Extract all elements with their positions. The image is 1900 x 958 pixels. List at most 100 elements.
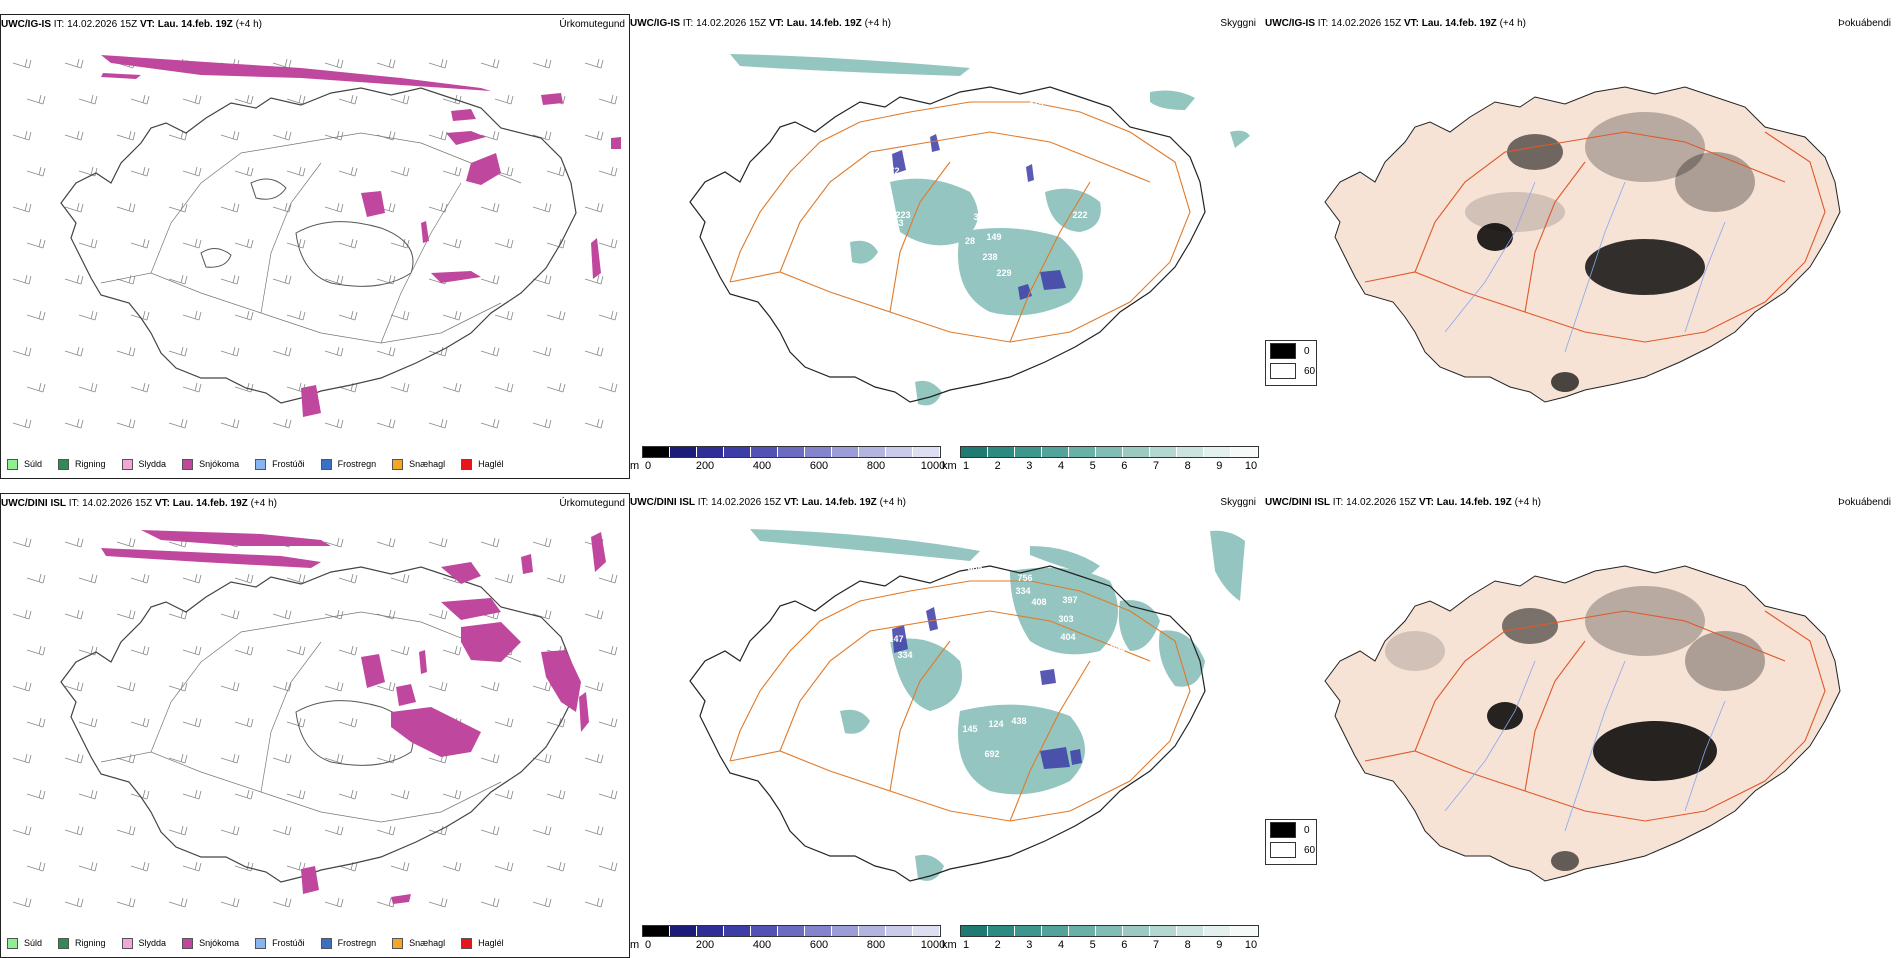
- fog-shading: [1385, 586, 1765, 871]
- snow-areas: [101, 530, 606, 904]
- colorbar-tick: 600: [809, 460, 829, 472]
- vt-value: Lau. 14.feb. 19Z: [157, 19, 233, 30]
- wind-barb: [64, 346, 84, 357]
- colorbar-tick: 5: [1089, 460, 1096, 472]
- colorbar-segment: [1177, 447, 1204, 457]
- wind-barb: [338, 166, 358, 177]
- colorbar-tick: 2: [994, 939, 1001, 951]
- panel-header: UWC/IG-IS IT: 14.02.2026 15Z VT: Lau. 14…: [630, 18, 1260, 34]
- model-name: UWC/IG-IS: [1, 19, 51, 30]
- wind-barb: [116, 681, 136, 692]
- fog-legend: 0 60: [1265, 340, 1317, 386]
- colorbar-tick: 6: [1121, 939, 1128, 951]
- it-value: 14.02.2026 15Z: [696, 18, 767, 29]
- fog-panel-2: UWC/DINI ISL IT: 14.02.2026 15Z VT: Lau.…: [1265, 493, 1895, 958]
- wind-barb: [546, 861, 566, 872]
- wind-barb: [116, 274, 136, 285]
- wind-barb: [220, 418, 240, 429]
- fog-map: [1324, 565, 1841, 882]
- wind-barb: [428, 897, 448, 908]
- wind-barb: [130, 238, 150, 249]
- legend-swatch: [121, 937, 133, 949]
- wind-barb: [390, 789, 410, 800]
- wind-barb: [64, 202, 84, 213]
- wind-barb: [64, 418, 84, 429]
- wind-barb: [78, 645, 98, 656]
- wind-barb: [598, 166, 618, 177]
- station-value-label: 415: [1028, 99, 1043, 109]
- legend-item: Snæhagl: [392, 935, 445, 951]
- wind-barb: [12, 130, 32, 141]
- wind-barb: [220, 753, 240, 764]
- wind-barb: [428, 418, 448, 429]
- legend-label: Slydda: [138, 938, 167, 948]
- legend-item: Slydda: [121, 456, 166, 472]
- wind-barb: [428, 346, 448, 357]
- wind-barb: [168, 202, 188, 213]
- wind-barb: [428, 130, 448, 141]
- legend-swatch: [7, 458, 18, 470]
- colorbar-segment: [805, 926, 832, 936]
- wind-barb: [272, 202, 292, 213]
- station-value-label: 305: [973, 212, 988, 222]
- station-value-label: 147: [888, 634, 903, 644]
- station-value-label: 436: [1056, 152, 1071, 162]
- vis-unit: km: [942, 460, 957, 472]
- wind-barb: [234, 789, 254, 800]
- cloud-panel-1: UWC/IG-IS IT: 14.02.2026 15Z VT: Lau. 14…: [630, 14, 1260, 479]
- wind-barb: [286, 166, 306, 177]
- colorbar-segment: [670, 447, 697, 457]
- colorbar-tick: 7: [1152, 939, 1160, 951]
- wind-barb: [64, 274, 84, 285]
- wind-barb: [286, 573, 306, 584]
- colorbar-segment: [1204, 926, 1231, 936]
- wind-barb: [286, 238, 306, 249]
- station-value-label: 334: [1015, 586, 1030, 596]
- colorbar-segment: [1015, 926, 1042, 936]
- wind-barb: [78, 382, 98, 393]
- wind-barb: [286, 310, 306, 321]
- iceland-outline: [60, 87, 577, 404]
- wind-barb: [598, 717, 618, 728]
- wind-barb: [584, 609, 604, 620]
- precip-type-legend: Súld Rigning Slydda Snjókoma Frostúði Frostre…: [7, 935, 520, 951]
- wind-barbs: [12, 58, 618, 429]
- wind-barb: [12, 274, 32, 285]
- legend-label: Súld: [24, 938, 43, 948]
- wind-barb: [286, 645, 306, 656]
- wind-barb: [324, 825, 344, 836]
- wind-barb: [598, 573, 618, 584]
- wind-barb: [64, 609, 84, 620]
- legend-item: Frostúði: [255, 456, 305, 472]
- wind-barb: [234, 382, 254, 393]
- station-value-label: 129: [890, 709, 905, 719]
- iceland-outline: [60, 566, 577, 883]
- roads: [729, 101, 1191, 343]
- wind-barb: [26, 573, 46, 584]
- colorbar-segment: [961, 447, 988, 457]
- wind-barb: [584, 346, 604, 357]
- precip-map: [12, 530, 618, 908]
- it-value: 14.02.2026 15Z: [67, 19, 138, 30]
- wind-barb: [376, 130, 396, 141]
- colorbar-segment: [1150, 447, 1177, 457]
- wind-barb: [168, 130, 188, 141]
- wind-barb: [376, 681, 396, 692]
- legend-swatch: [121, 458, 133, 470]
- colorbar-segment: [832, 926, 859, 936]
- wind-barb: [64, 130, 84, 141]
- model-name: UWC/DINI ISL: [1265, 497, 1330, 508]
- legend-swatch: [58, 458, 70, 470]
- wind-barb: [78, 238, 98, 249]
- legend-item: Frostregn: [320, 935, 376, 951]
- wind-barb: [494, 238, 514, 249]
- wind-barb: [26, 861, 46, 872]
- model-name: UWC/DINI ISL: [1, 498, 66, 509]
- wind-barb: [220, 825, 240, 836]
- wind-barb: [234, 645, 254, 656]
- panel-header: UWC/DINI ISL IT: 14.02.2026 15Z VT: Lau.…: [1, 498, 629, 514]
- wind-barb: [116, 202, 136, 213]
- colorbar-segment: [988, 926, 1015, 936]
- wind-barb: [584, 274, 604, 285]
- roads: [1364, 610, 1826, 822]
